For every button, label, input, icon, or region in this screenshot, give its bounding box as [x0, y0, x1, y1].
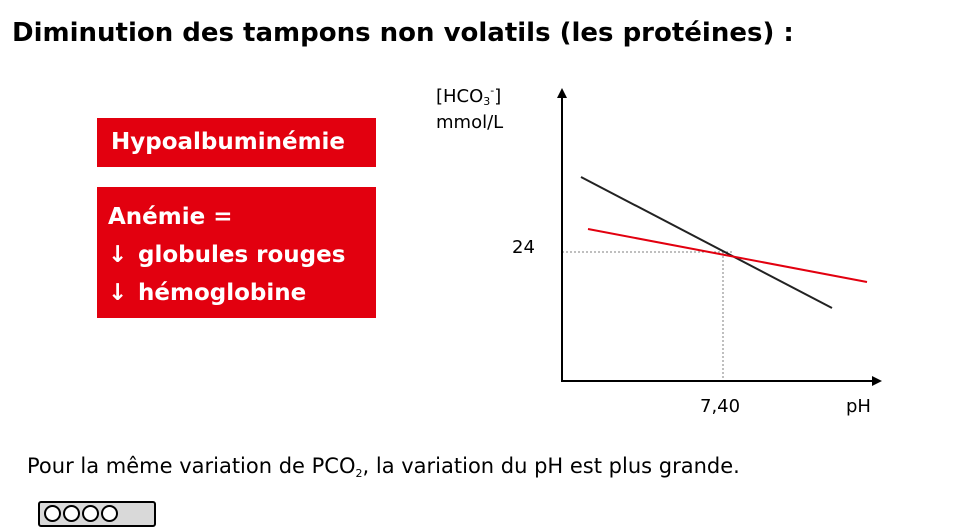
caption-subscript: 2	[355, 467, 363, 480]
red-cells-line: ↓ globules rouges	[108, 236, 376, 274]
shallow-buffer-line	[587, 228, 868, 283]
x-tick-label: 7,40	[700, 396, 741, 417]
y-label-superscript: -	[490, 84, 495, 97]
y-label-text: [HCO	[436, 86, 484, 107]
red-cells-label: globules rouges	[138, 242, 346, 268]
y-axis-unit: mmol/L	[436, 112, 504, 133]
y-label-close: ]	[494, 86, 502, 107]
anemia-line: Anémie =	[108, 198, 376, 236]
down-arrow-icon: ↓	[108, 280, 128, 306]
page-title: Diminution des tampons non volatils (les…	[12, 18, 794, 48]
anemia-box: Anémie = ↓ globules rouges ↓ hémoglobine	[97, 187, 376, 318]
hemoglobin-line: ↓ hémoglobine	[108, 274, 376, 312]
anemia-label: Anémie =	[108, 204, 233, 230]
by-icon	[63, 505, 80, 522]
steep-buffer-line	[580, 176, 833, 309]
hemoglobin-label: hémoglobine	[138, 280, 307, 306]
y-tick-label: 24	[512, 237, 535, 258]
sa-icon	[101, 505, 118, 522]
y-label-subscript: 3	[483, 95, 491, 108]
hypoalbuminemia-box: Hypoalbuminémie	[97, 118, 376, 167]
caption: Pour la même variation de PCO2, la varia…	[27, 454, 740, 480]
y-axis-label: [HCO3-] mmol/L	[436, 84, 504, 135]
cc-icon	[44, 505, 61, 522]
caption-part2: , la variation du pH est plus grande.	[362, 454, 740, 478]
x-axis-label: pH	[846, 396, 871, 417]
nc-icon	[82, 505, 99, 522]
cc-license-badge[interactable]	[38, 501, 156, 527]
hypoalbuminemia-label: Hypoalbuminémie	[111, 129, 346, 155]
caption-part1: Pour la même variation de PCO	[27, 454, 356, 478]
down-arrow-icon: ↓	[108, 242, 128, 268]
